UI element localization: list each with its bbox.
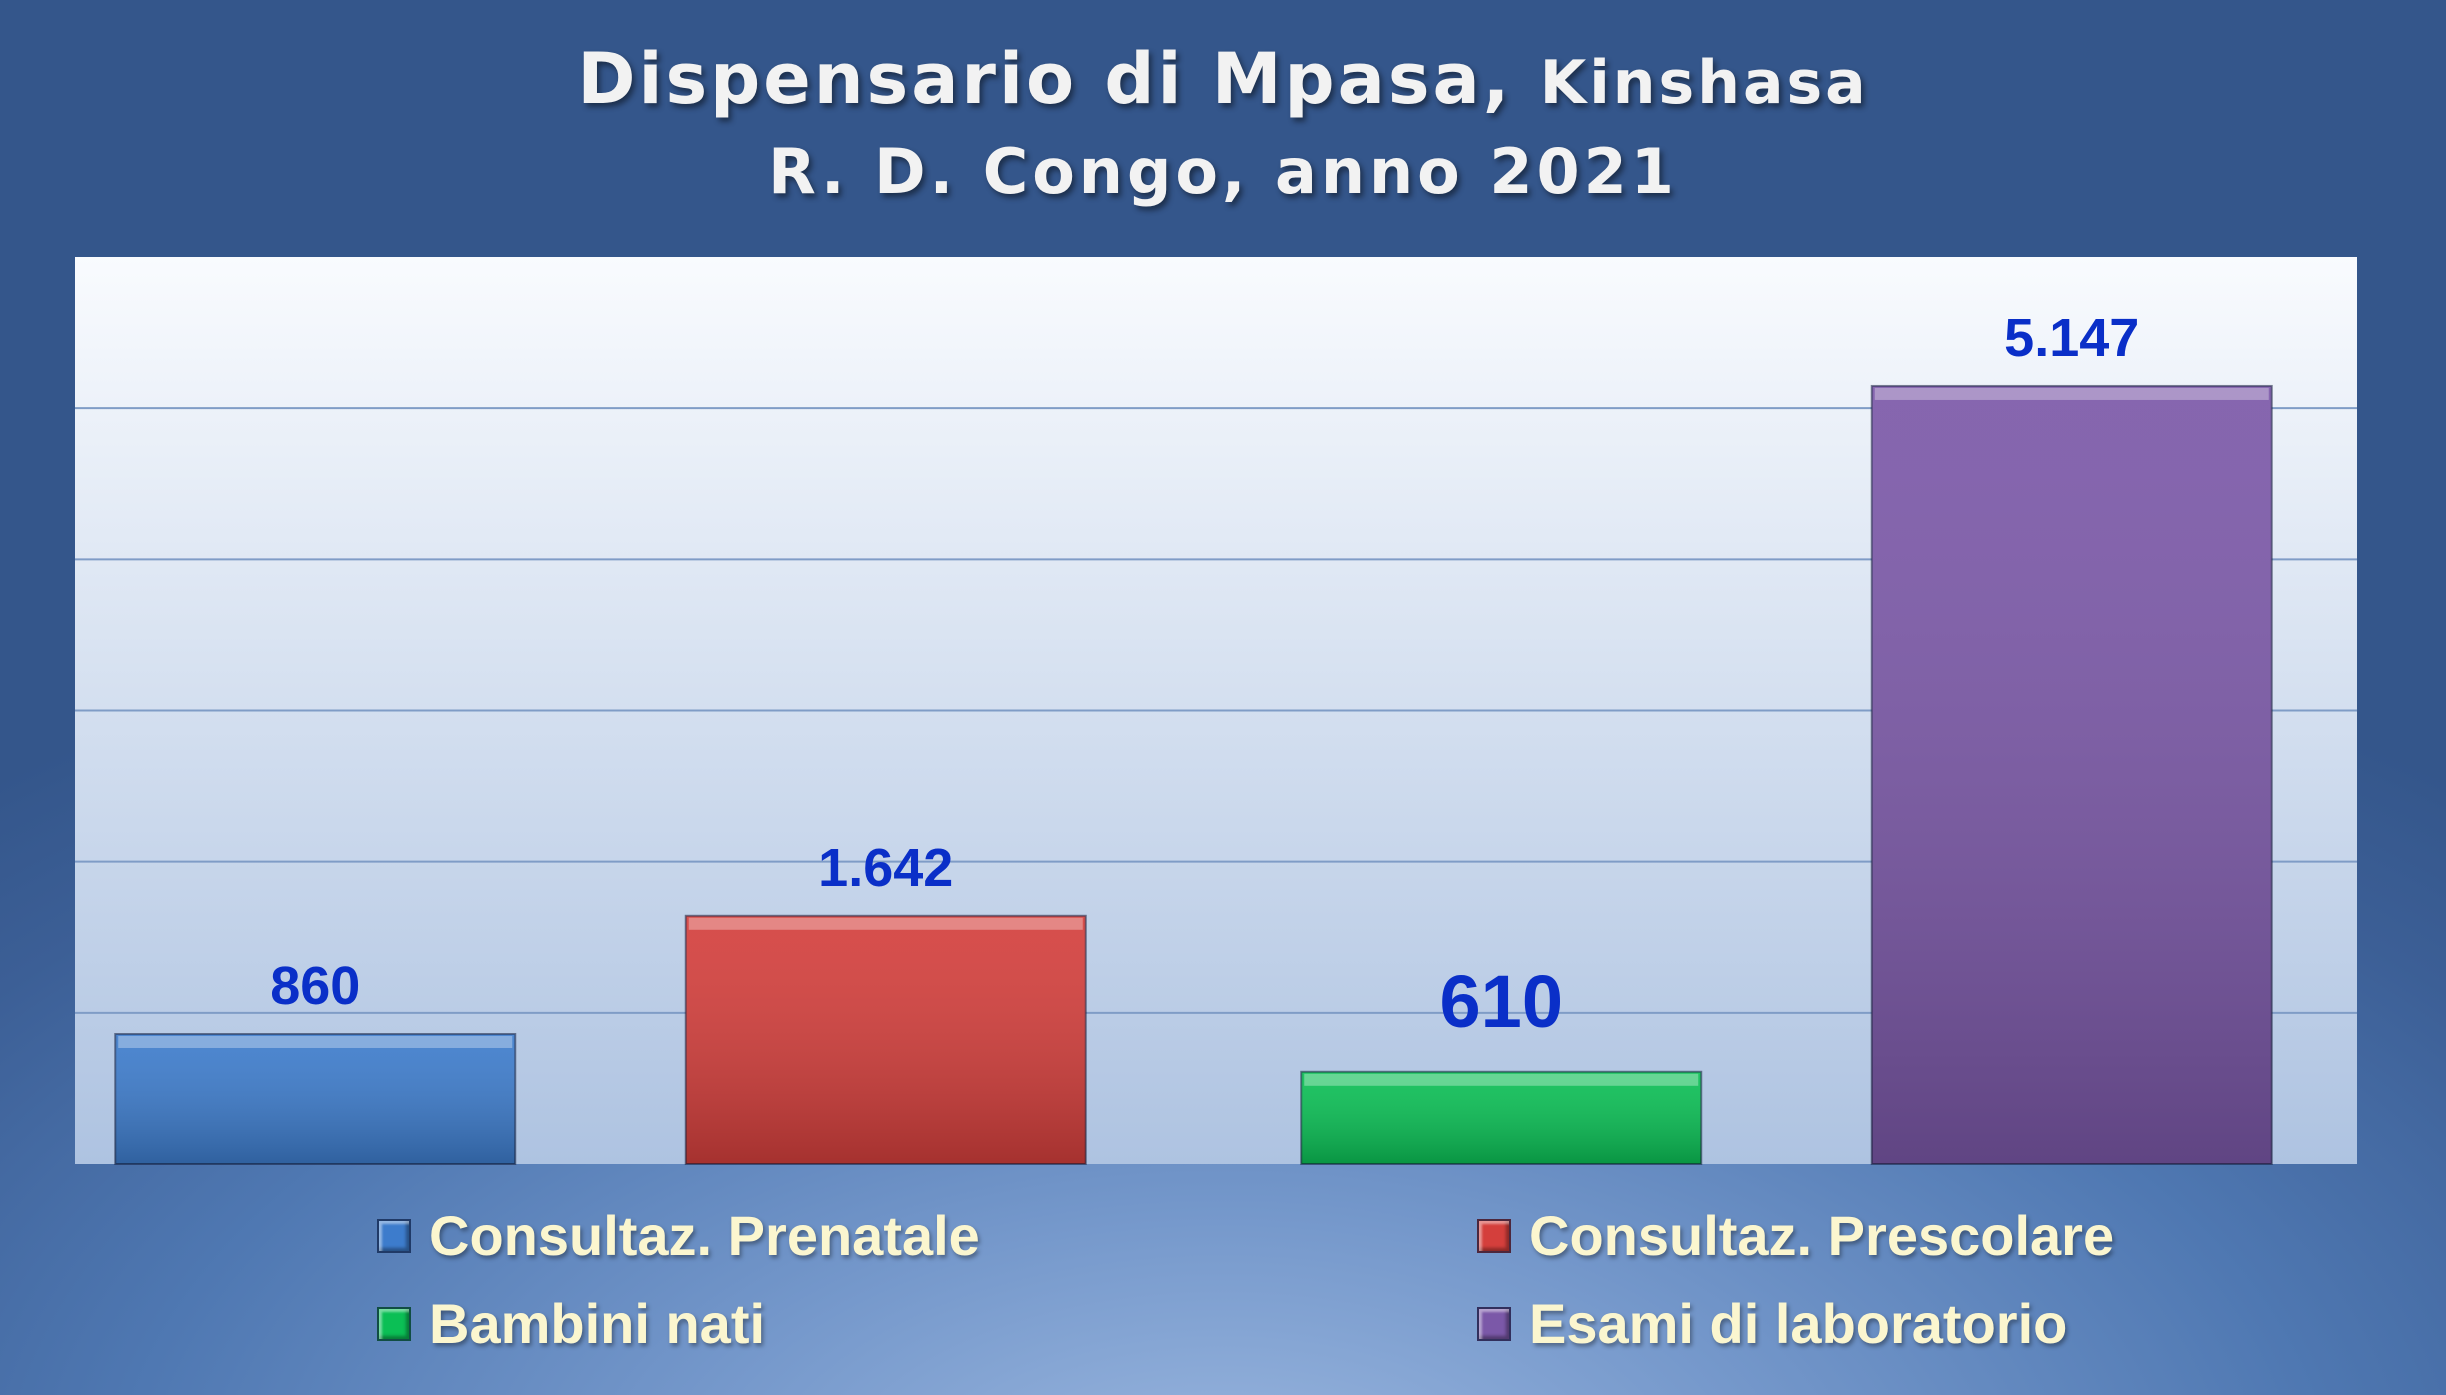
bar-shade-prescolare — [685, 915, 1086, 1164]
bar-value-label-bambini-nati: 610 — [1440, 960, 1563, 1043]
legend-swatch-prenatale — [377, 1218, 411, 1253]
bar-highlight-prenatale — [118, 1035, 513, 1048]
bar-value-label-esami: 5.147 — [2004, 308, 2139, 368]
bar-highlight-esami — [1874, 387, 2269, 400]
legend-label-prescolare: Consultaz. Prescolare — [1529, 1204, 2115, 1267]
legend-label-bambini-nati: Bambini nati — [429, 1292, 766, 1355]
chart-title-main: Dispensario di Mpasa, — [577, 38, 1513, 120]
chart-subtitle: R. D. Congo, anno 2021 — [768, 135, 1678, 208]
bar-highlight-bambini-nati — [1304, 1073, 1699, 1086]
legend-swatch-bambini-nati — [377, 1306, 411, 1341]
bar-shade-prenatale — [115, 1033, 516, 1164]
legend-item-esami: Esami di laboratorio — [1477, 1291, 2067, 1356]
bar-highlight-prescolare — [688, 917, 1083, 930]
legend-item-prescolare: Consultaz. Prescolare — [1477, 1203, 2114, 1268]
chart-title-place: Kinshasa — [1539, 48, 1869, 118]
legend-item-prenatale: Consultaz. Prenatale — [377, 1203, 980, 1268]
legend-swatch-esami — [1477, 1306, 1511, 1341]
legend-label-esami: Esami di laboratorio — [1529, 1292, 2068, 1355]
legend-label-prenatale: Consultaz. Prenatale — [429, 1204, 980, 1267]
bar-shade-esami — [1871, 385, 2272, 1164]
legend-swatch-prescolare — [1477, 1218, 1511, 1253]
legend-item-bambini-nati: Bambini nati — [377, 1291, 765, 1356]
chart-title: Dispensario di Mpasa, Kinshasa — [0, 38, 2446, 120]
bar-shade-bambini-nati — [1301, 1071, 1702, 1164]
bar-value-label-prenatale: 860 — [270, 956, 360, 1016]
bar-value-label-prescolare: 1.642 — [818, 838, 953, 898]
